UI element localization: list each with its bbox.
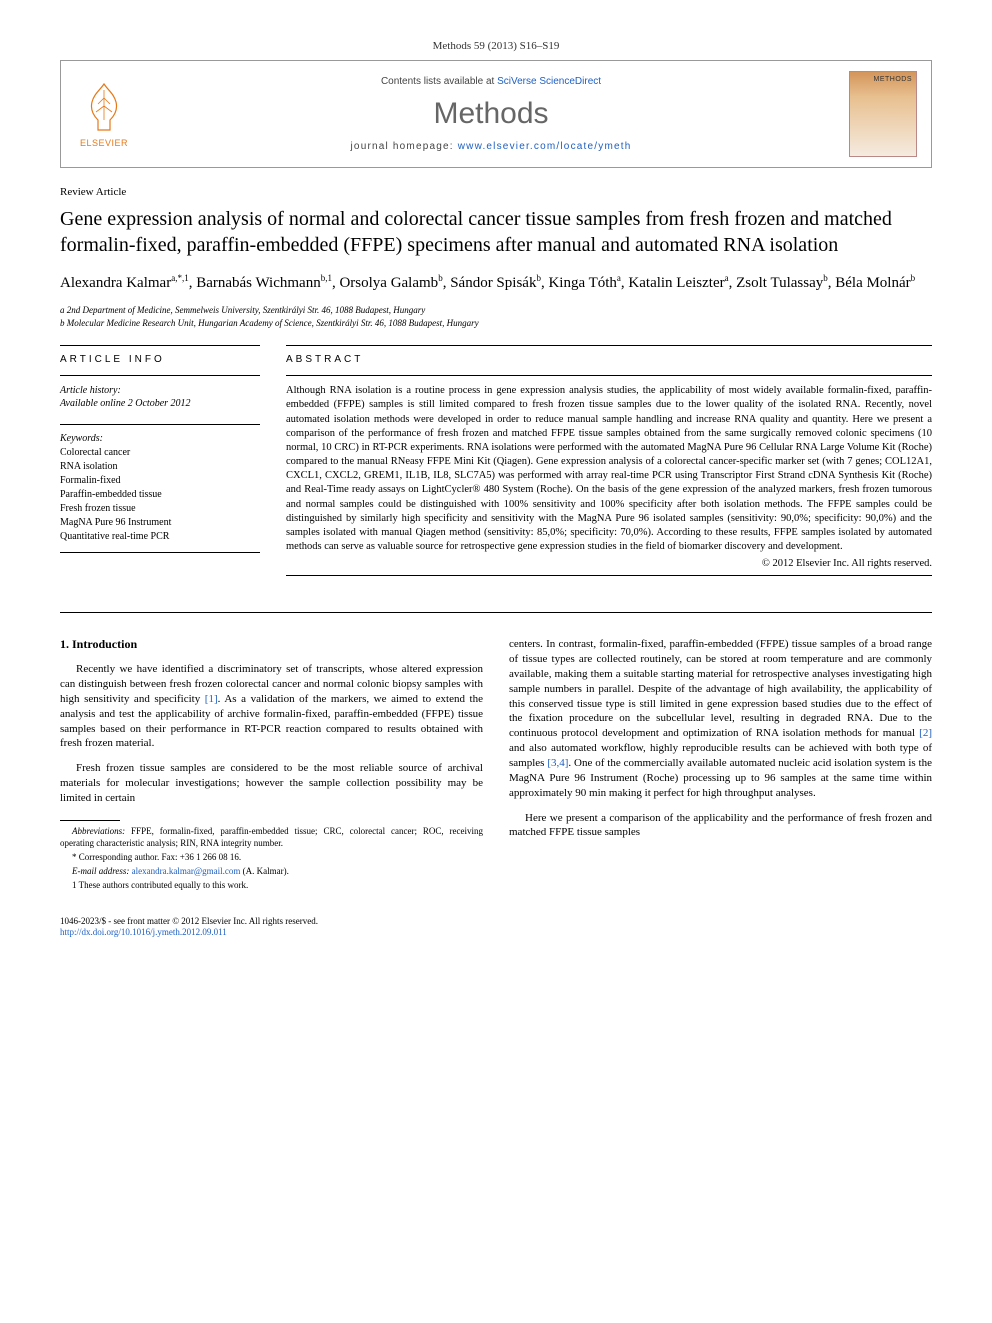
keywords-label: Keywords: — [60, 433, 260, 444]
cover-title: METHODS — [874, 76, 913, 83]
homepage-prefix: journal homepage: — [351, 141, 458, 152]
journal-center: Contents lists available at SciVerse Sci… — [147, 76, 835, 152]
article-type: Review Article — [60, 186, 932, 198]
affiliations: a 2nd Department of Medicine, Semmelweis… — [60, 304, 932, 329]
email-suffix: (A. Kalmar). — [240, 866, 288, 876]
page-container: Methods 59 (2013) S16–S19 ELSEVIER Conte… — [0, 0, 992, 979]
info-divider-bottom — [60, 552, 260, 553]
email-link[interactable]: alexandra.kalmar@gmail.com — [132, 866, 241, 876]
abstract-text: Although RNA isolation is a routine proc… — [286, 384, 932, 554]
abstract-column: ABSTRACT Although RNA isolation is a rou… — [286, 345, 932, 584]
keyword: Paraffin-embedded tissue — [60, 488, 260, 502]
keyword: Formalin-fixed — [60, 474, 260, 488]
keyword: RNA isolation — [60, 460, 260, 474]
homepage-link[interactable]: www.elsevier.com/locate/ymeth — [458, 141, 632, 152]
footer-bar: 1046-2023/$ - see front matter © 2012 El… — [60, 916, 932, 939]
history-text: Available online 2 October 2012 — [60, 397, 260, 410]
abstract-divider-mid — [286, 375, 932, 376]
article-history: Article history: Available online 2 Octo… — [60, 384, 260, 410]
journal-header-box: ELSEVIER Contents lists available at Sci… — [60, 60, 932, 168]
footnote-email: E-mail address: alexandra.kalmar@gmail.c… — [60, 865, 483, 877]
elsevier-logo: ELSEVIER — [75, 78, 133, 150]
article-title: Gene expression analysis of normal and c… — [60, 206, 932, 258]
affiliation-a: a 2nd Department of Medicine, Semmelweis… — [60, 304, 932, 317]
info-divider-top — [60, 345, 260, 346]
body-paragraph: centers. In contrast, formalin-fixed, pa… — [509, 637, 932, 800]
abstract-divider-bottom — [286, 575, 932, 576]
authors-list: Alexandra Kalmara,*,1, Barnabás Wichmann… — [60, 272, 932, 294]
section-divider — [60, 612, 932, 613]
keyword: Fresh frozen tissue — [60, 502, 260, 516]
journal-name: Methods — [147, 97, 835, 131]
info-divider-mid2 — [60, 424, 260, 425]
keyword: Quantitative real-time PCR — [60, 530, 260, 544]
footnote-abbreviations: Abbreviations: FFPE, formalin-fixed, par… — [60, 825, 483, 849]
contents-line: Contents lists available at SciVerse Sci… — [147, 76, 835, 87]
doi-link[interactable]: http://dx.doi.org/10.1016/j.ymeth.2012.0… — [60, 927, 227, 937]
body-paragraph: Recently we have identified a discrimina… — [60, 662, 483, 751]
header-citation: Methods 59 (2013) S16–S19 — [60, 40, 932, 52]
history-label: Article history: — [60, 384, 260, 397]
issn-line: 1046-2023/$ - see front matter © 2012 El… — [60, 916, 932, 928]
body-paragraph: Fresh frozen tissue samples are consider… — [60, 761, 483, 806]
keywords-list: Colorectal cancer RNA isolation Formalin… — [60, 446, 260, 544]
citation-link[interactable]: [2] — [919, 727, 932, 739]
footnote-equal: 1 These authors contributed equally to t… — [60, 879, 483, 891]
keyword: Colorectal cancer — [60, 446, 260, 460]
article-info-column: ARTICLE INFO Article history: Available … — [60, 345, 260, 584]
p3-a: centers. In contrast, formalin-fixed, pa… — [509, 638, 932, 739]
intro-heading: 1. Introduction — [60, 637, 483, 652]
abstract-divider-top — [286, 345, 932, 346]
sciencedirect-link[interactable]: SciVerse ScienceDirect — [497, 76, 601, 87]
keyword: MagNA Pure 96 Instrument — [60, 516, 260, 530]
abstract-label: ABSTRACT — [286, 354, 932, 365]
abstract-copyright: © 2012 Elsevier Inc. All rights reserved… — [286, 558, 932, 569]
footnote-divider — [60, 820, 120, 821]
elsevier-tree-icon — [80, 80, 128, 136]
abbr-label: Abbreviations: — [72, 826, 125, 836]
body-paragraph: Here we present a comparison of the appl… — [509, 811, 932, 841]
info-abstract-row: ARTICLE INFO Article history: Available … — [60, 345, 932, 584]
contents-prefix: Contents lists available at — [381, 76, 497, 87]
email-label: E-mail address: — [72, 866, 132, 876]
homepage-line: journal homepage: www.elsevier.com/locat… — [147, 141, 835, 152]
citation-link[interactable]: [3,4] — [547, 757, 568, 769]
p3-c: . One of the commercially available auto… — [509, 757, 932, 799]
footnotes: Abbreviations: FFPE, formalin-fixed, par… — [60, 825, 483, 892]
journal-cover-thumbnail: METHODS — [849, 71, 917, 157]
affiliation-b: b Molecular Medicine Research Unit, Hung… — [60, 317, 932, 330]
body-left-column: 1. Introduction Recently we have identif… — [60, 637, 483, 893]
elsevier-label: ELSEVIER — [80, 138, 128, 148]
footnote-corresponding: * Corresponding author. Fax: +36 1 266 0… — [60, 851, 483, 863]
citation-link[interactable]: [1] — [205, 693, 218, 705]
info-divider-mid — [60, 375, 260, 376]
body-right-column: centers. In contrast, formalin-fixed, pa… — [509, 637, 932, 893]
body-columns: 1. Introduction Recently we have identif… — [60, 637, 932, 893]
article-info-label: ARTICLE INFO — [60, 354, 260, 365]
